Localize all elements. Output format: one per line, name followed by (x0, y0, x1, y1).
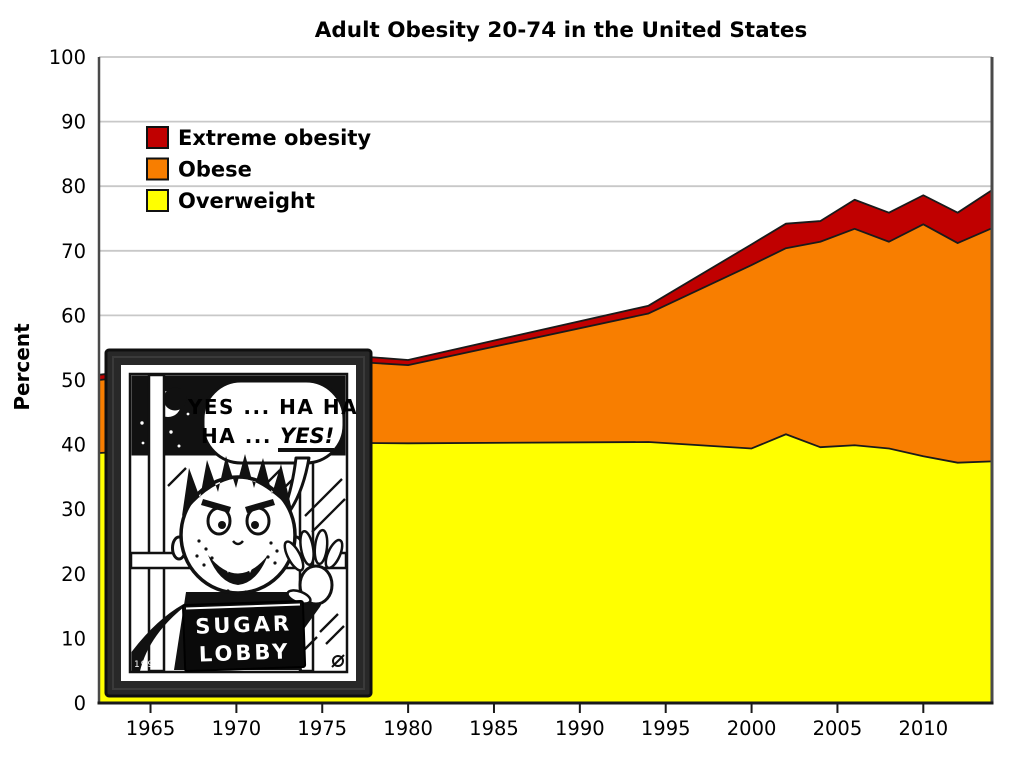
waving-hand (283, 528, 344, 606)
x-tick-label-1965: 1965 (126, 717, 176, 740)
left-fang (222, 560, 233, 573)
x-tick-label-1995: 1995 (641, 717, 691, 740)
bubble-line2-prefix: HA ... (201, 424, 272, 448)
legend-swatch-obese (146, 157, 169, 181)
legend-label-overweight: Overweight (178, 189, 315, 213)
axes-spines (97, 57, 994, 705)
x-tick-label-1975: 1975 (297, 717, 347, 740)
window-bar-vertical-left (147, 373, 166, 673)
left-eyebrow (201, 499, 231, 513)
legend-item-extreme-obesity: Extreme obesity (146, 126, 371, 150)
left-pupil (218, 521, 226, 529)
boundary-obese (98, 223, 993, 381)
book-line2: LOBBY (198, 639, 290, 666)
x-tick-label-1970: 1970 (212, 717, 262, 740)
area-extreme-obesity (99, 190, 992, 380)
right-fang (245, 560, 256, 573)
legend-label-extreme-obesity: Extreme obesity (178, 126, 371, 150)
bubble-line2-emphasis: YES! (280, 424, 334, 448)
y-tick-label-20: 20 (61, 563, 86, 586)
y-tick-label-60: 60 (61, 304, 86, 327)
right-eyebrow (245, 499, 275, 513)
legend-item-obese: Obese (146, 157, 252, 182)
y-tick-label-70: 70 (61, 240, 86, 263)
y-tick-label-100: 100 (49, 46, 86, 69)
legend: Extreme obesity Obese Overweight (146, 126, 371, 213)
spiky-hair (182, 454, 292, 516)
x-tick-label-1990: 1990 (555, 717, 605, 740)
grin-mouth (208, 555, 268, 585)
book-page-edge (186, 603, 301, 610)
freckles (195, 539, 279, 596)
legend-swatch-overweight (146, 189, 169, 212)
legend-item-overweight: Overweight (146, 189, 315, 213)
cartoon-signature: 1998 (134, 660, 161, 670)
x-tick-label-2000: 2000 (727, 717, 777, 740)
bubble-line1: YES ... HA HA (187, 395, 358, 419)
x-tick-label-1980: 1980 (383, 717, 433, 740)
right-pupil (251, 521, 259, 529)
legend-swatch-extreme-obesity (146, 126, 169, 149)
y-tick-label-90: 90 (61, 111, 86, 134)
y-tick-label-50: 50 (61, 369, 86, 392)
y-tick-label-40: 40 (61, 434, 86, 457)
left-arm (131, 598, 196, 671)
stars (140, 412, 190, 448)
y-tick-label-0: 0 (74, 692, 86, 715)
speech-bubble (201, 379, 346, 465)
tick-labels: 1965 1970 1975 1980 1985 1990 1995 2000 2005 2010… (49, 46, 948, 740)
nose (232, 540, 244, 546)
x-axis-ticks (149, 704, 925, 713)
frame-inner-edge (112, 356, 365, 690)
y-tick-label-10: 10 (61, 627, 86, 650)
x-tick-label-2005: 2005 (813, 717, 863, 740)
y-tick-label-30: 30 (61, 498, 86, 521)
x-tick-label-1985: 1985 (469, 717, 519, 740)
x-tick-label-2010: 2010 (898, 717, 948, 740)
legend-label-obese: Obese (178, 158, 252, 182)
series-outlines (98, 189, 993, 464)
boundary-extreme-obesity (98, 189, 993, 376)
cartoon-inset: YES ... HA HA HA ... YES! (104, 348, 373, 698)
boundary-overweight (98, 433, 993, 464)
chart-title: Adult Obesity 20-74 in the United States (315, 18, 808, 43)
y-axis-label: Percent (10, 323, 34, 411)
sugar-lobby-book: SUGAR LOBBY (181, 599, 307, 673)
y-tick-label-80: 80 (61, 175, 86, 198)
artist-mark-icon (331, 654, 345, 668)
book-line1: SUGAR (195, 611, 293, 638)
